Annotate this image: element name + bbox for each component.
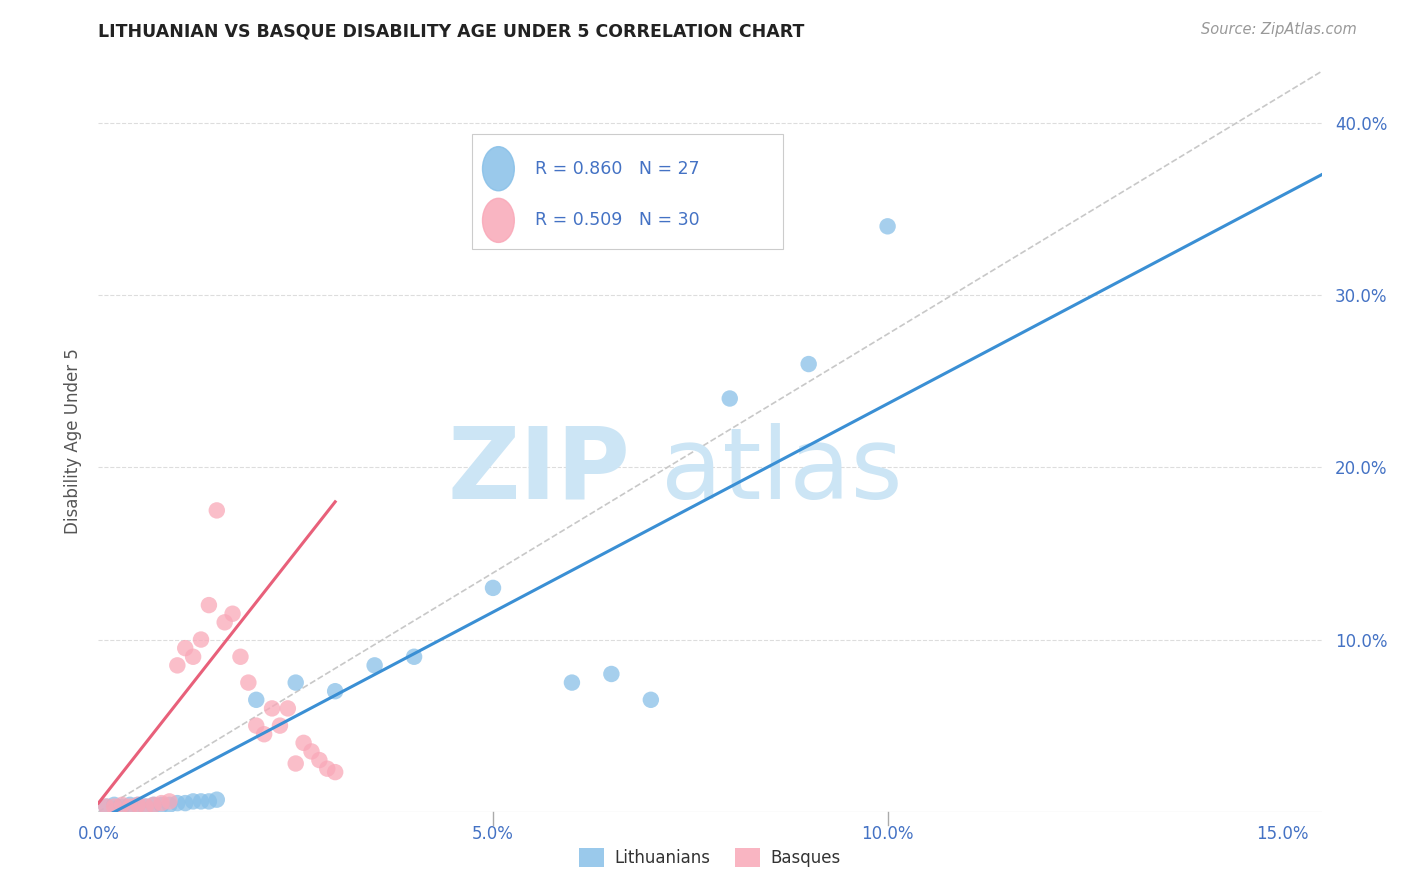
Point — [190, 794, 212, 808]
Point — [205, 792, 228, 806]
Point — [190, 632, 212, 647]
Point — [260, 701, 283, 715]
Point — [118, 799, 141, 814]
Text: LITHUANIAN VS BASQUE DISABILITY AGE UNDER 5 CORRELATION CHART: LITHUANIAN VS BASQUE DISABILITY AGE UNDE… — [98, 22, 804, 40]
Point — [245, 718, 267, 732]
Point — [363, 658, 385, 673]
Point — [214, 615, 236, 630]
Point — [118, 797, 141, 812]
Point — [284, 675, 307, 690]
Point — [150, 796, 173, 810]
Point — [284, 756, 307, 771]
Point — [127, 797, 149, 812]
Text: atlas: atlas — [661, 423, 903, 520]
Point — [198, 598, 221, 612]
Point — [181, 794, 204, 808]
Text: Source: ZipAtlas.com: Source: ZipAtlas.com — [1201, 22, 1357, 37]
Point — [159, 797, 181, 812]
Point — [96, 799, 118, 814]
Point — [269, 718, 291, 732]
Text: R = 0.509   N = 30: R = 0.509 N = 30 — [536, 211, 700, 229]
Point — [142, 797, 165, 812]
Point — [198, 794, 221, 808]
Point — [135, 799, 157, 814]
Point — [221, 607, 243, 621]
Point — [150, 797, 173, 812]
Point — [174, 796, 197, 810]
Point — [308, 753, 330, 767]
Point — [127, 797, 149, 812]
Point — [404, 649, 426, 664]
Ellipse shape — [482, 198, 515, 243]
Text: R = 0.860   N = 27: R = 0.860 N = 27 — [536, 160, 700, 178]
Point — [181, 649, 204, 664]
Point — [166, 796, 188, 810]
Point — [238, 675, 260, 690]
Point — [277, 701, 299, 715]
Point — [159, 794, 181, 808]
Point — [718, 392, 741, 406]
Point — [316, 762, 339, 776]
Point — [323, 684, 346, 698]
Point — [640, 693, 662, 707]
Point — [253, 727, 276, 741]
Point — [96, 799, 118, 814]
Point — [876, 219, 898, 234]
Point — [166, 658, 188, 673]
Y-axis label: Disability Age Under 5: Disability Age Under 5 — [63, 349, 82, 534]
Point — [135, 799, 157, 814]
Legend: Lithuanians, Basques: Lithuanians, Basques — [572, 841, 848, 874]
Point — [103, 797, 125, 812]
Point — [301, 744, 323, 758]
Point — [600, 667, 623, 681]
Point — [205, 503, 228, 517]
Point — [561, 675, 583, 690]
Point — [103, 799, 125, 814]
Point — [797, 357, 820, 371]
Point — [229, 649, 252, 664]
FancyBboxPatch shape — [471, 135, 783, 249]
Text: ZIP: ZIP — [447, 423, 630, 520]
Point — [174, 641, 197, 656]
Ellipse shape — [482, 146, 515, 191]
Point — [292, 736, 315, 750]
Point — [142, 797, 165, 812]
Point — [482, 581, 505, 595]
Point — [111, 799, 134, 814]
Point — [245, 693, 267, 707]
Point — [111, 797, 134, 812]
Point — [323, 765, 346, 780]
